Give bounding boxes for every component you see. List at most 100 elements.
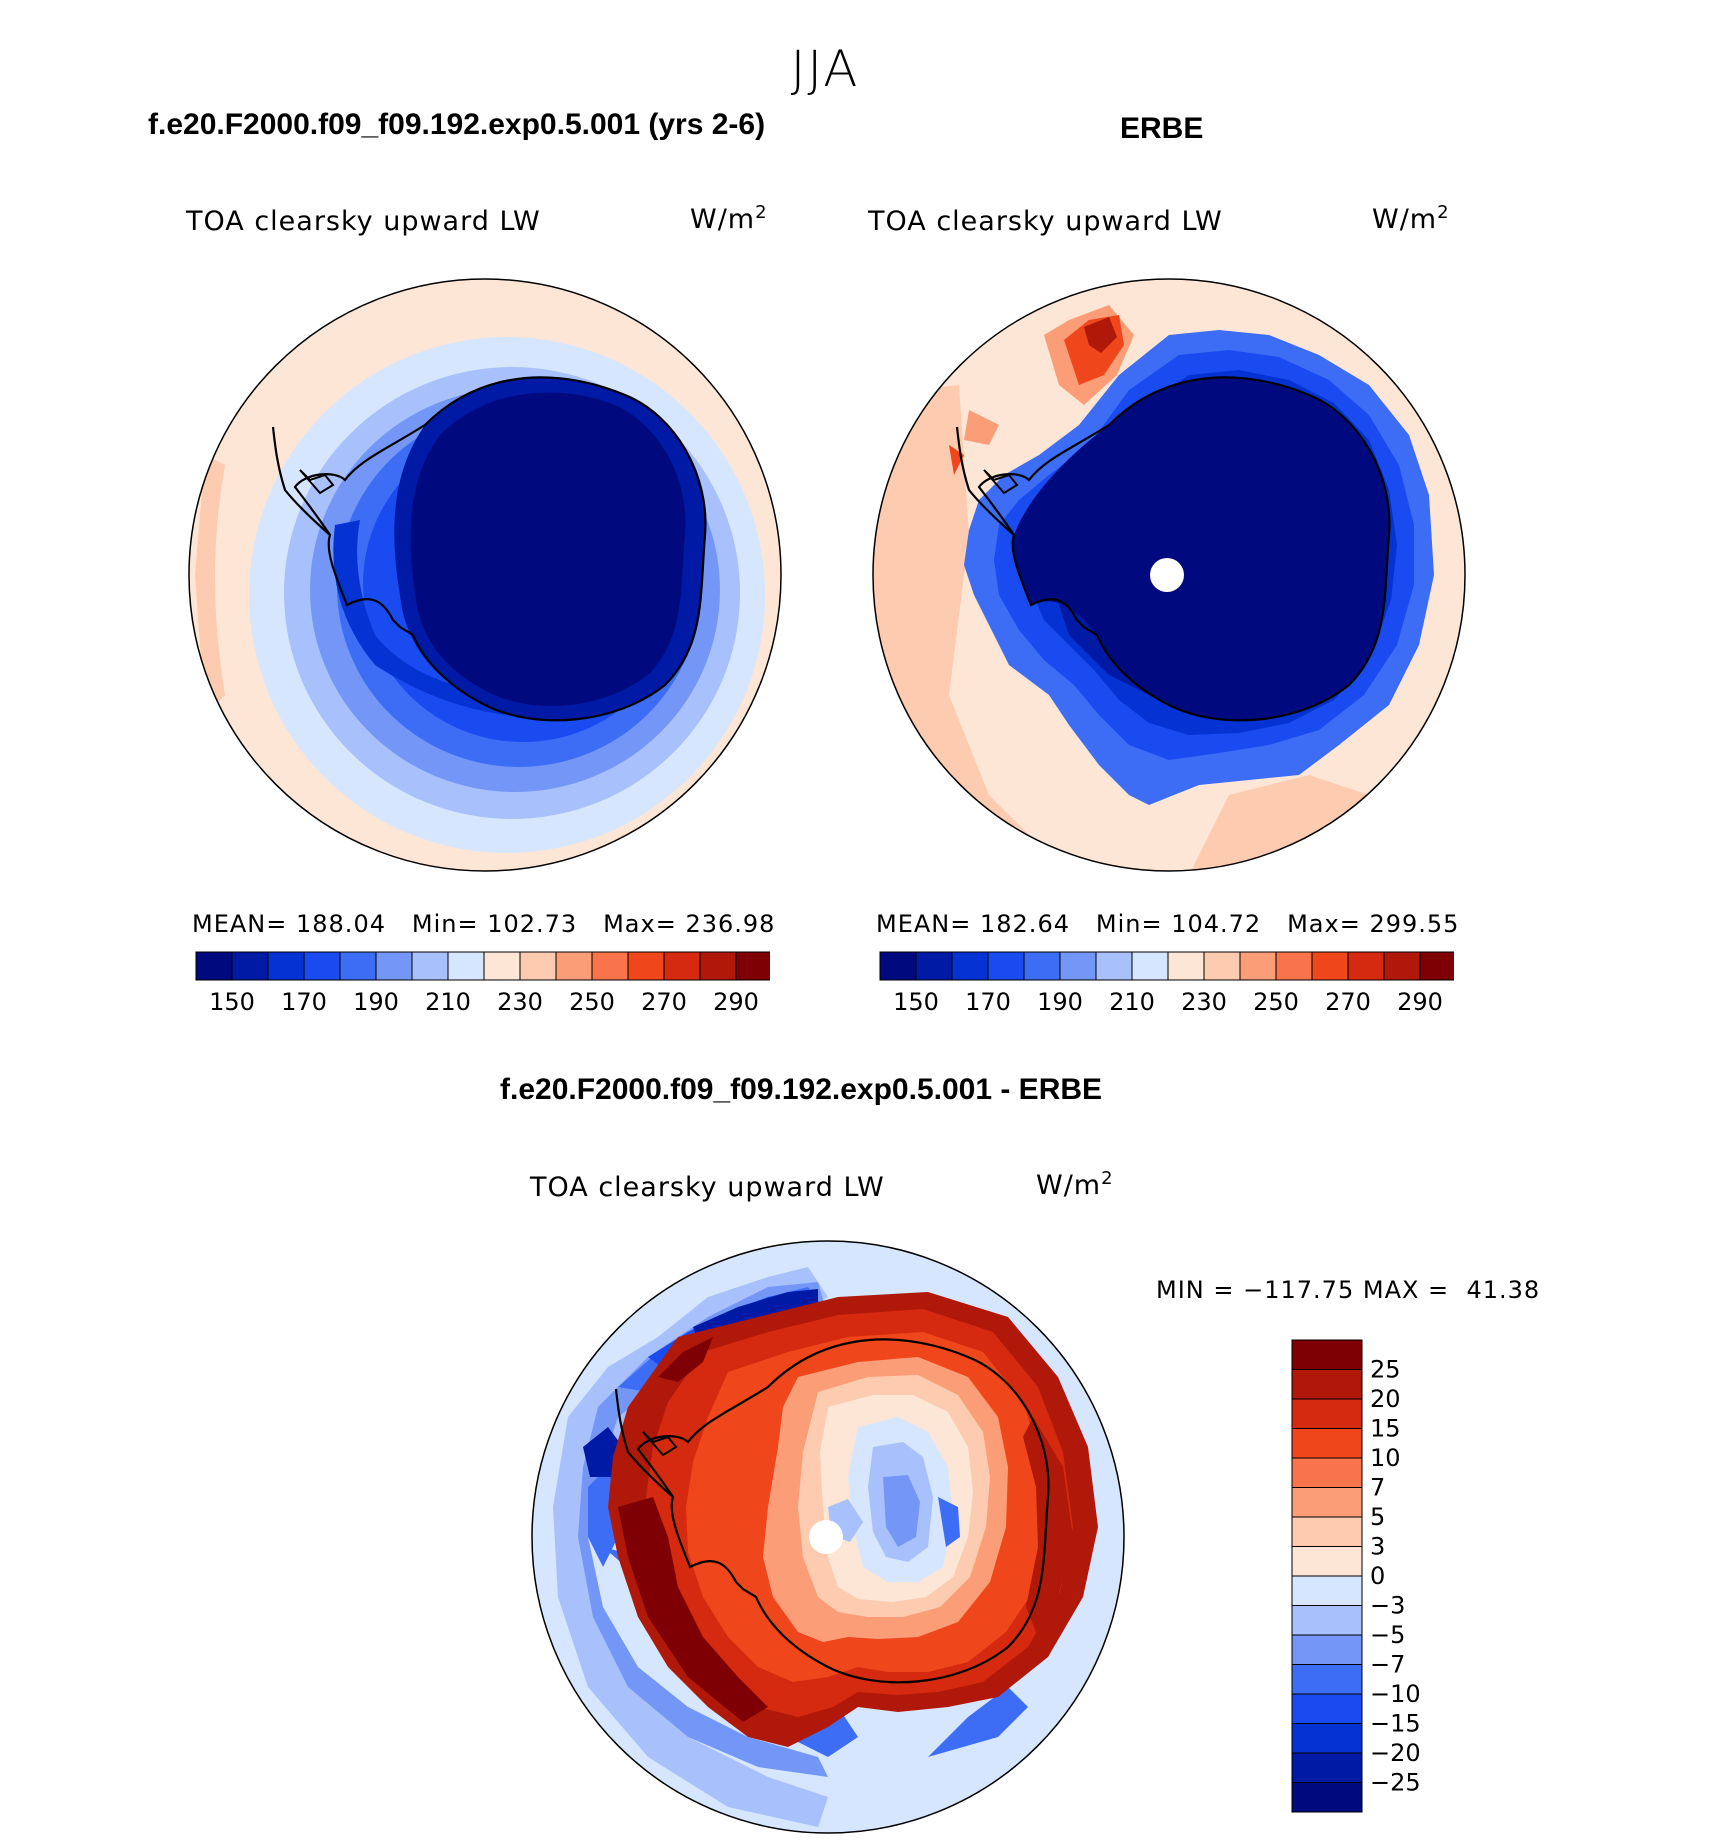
model-colorbar-tick-label: 250 (569, 988, 615, 1016)
units-exponent: 2 (755, 202, 768, 223)
diff-colorbar-swatch (1291, 1575, 1363, 1606)
obs-max-label: Max= (1287, 910, 1361, 938)
diff-colorbar-swatch (1291, 1369, 1363, 1400)
obs-colorbar-swatch (879, 951, 917, 981)
obs-polar-map (872, 278, 1466, 872)
obs-min-label: Min= (1095, 910, 1163, 938)
diff-colorbar-tick-label: 5 (1370, 1503, 1385, 1531)
obs-min-value: 104.72 (1171, 910, 1262, 938)
obs-colorbar-tick-label: 190 (1037, 988, 1083, 1016)
units-base: W/m (1036, 1170, 1102, 1201)
obs-mean-value: 182.64 (980, 910, 1070, 938)
model-colorbar-swatch (195, 951, 233, 981)
obs-stats: MEAN= 182.64 Min= 104.72 Max= 299.55 (876, 910, 1459, 938)
model-colorbar-swatch (339, 951, 377, 981)
diff-colorbar-swatch (1291, 1723, 1363, 1754)
diff-colorbar-tick-label: 3 (1370, 1533, 1385, 1561)
diff-colorbar-swatch (1291, 1428, 1363, 1459)
obs-colorbar-swatch (1203, 951, 1241, 981)
model-colorbar-swatch (555, 951, 593, 981)
obs-colorbar-swatch (915, 951, 953, 981)
obs-colorbar-swatch (1311, 951, 1349, 981)
model-colorbar-swatch (519, 951, 557, 981)
diff-colorbar-tick-label: −7 (1370, 1651, 1405, 1679)
diff-colorbar-swatch (1291, 1487, 1363, 1518)
obs-pole-hole (1150, 558, 1184, 592)
model-polar-map (188, 278, 782, 872)
obs-map-border (872, 278, 1466, 872)
obs-variable-label: TOA clearsky upward LW (868, 206, 1223, 237)
diff-colorbar-swatch (1291, 1339, 1363, 1370)
obs-colorbar-tick-label: 150 (893, 988, 939, 1016)
diff-colorbar-tick-label: −20 (1370, 1739, 1421, 1767)
diff-min-label: MIN = (1156, 1276, 1235, 1304)
model-colorbar-swatch (591, 951, 629, 981)
model-colorbar-tick-label: 270 (641, 988, 687, 1016)
diff-min-value: −117.75 (1243, 1276, 1355, 1304)
model-variable-label: TOA clearsky upward LW (186, 206, 541, 237)
model-colorbar-tick-label: 210 (425, 988, 471, 1016)
model-colorbar-swatch (627, 951, 665, 981)
antarctica-coastline (293, 376, 707, 722)
diff-colorbar-tick-label: 0 (1370, 1562, 1385, 1590)
diff-pole-hole (809, 1520, 843, 1554)
obs-colorbar-swatch (987, 951, 1025, 981)
model-colorbar-tick-label: 230 (497, 988, 543, 1016)
model-colorbar-swatch (447, 951, 485, 981)
diff-colorbar-tick-label: −3 (1370, 1592, 1405, 1620)
model-colorbar-swatch (267, 951, 305, 981)
obs-units-label: W/m2 (1372, 202, 1450, 235)
diff-colorbar-swatch (1291, 1546, 1363, 1577)
model-colorbar-swatch (411, 951, 449, 981)
diff-colorbar-swatch (1291, 1398, 1363, 1429)
units-base: W/m (1372, 204, 1438, 235)
diff-variable-label: TOA clearsky upward LW (530, 1172, 885, 1203)
model-colorbar-swatch (483, 951, 521, 981)
obs-colorbar-tick-label: 170 (965, 988, 1011, 1016)
model-mean-label: MEAN= (192, 910, 288, 938)
model-colorbar: 150 170 190 210 230 250 270 290 (195, 951, 770, 1016)
obs-colorbar-swatch (1059, 951, 1097, 981)
model-min-label: Min= (411, 910, 479, 938)
obs-panel-title: ERBE (1120, 112, 1204, 145)
antarctica-coastline (636, 1338, 1050, 1684)
model-colorbar-swatch (699, 951, 737, 981)
diff-colorbar-swatch (1291, 1605, 1363, 1636)
obs-colorbar-swatch (1023, 951, 1061, 981)
diff-colorbar-tick-label: 20 (1370, 1385, 1401, 1413)
obs-colorbar-tick-label: 270 (1325, 988, 1371, 1016)
antarctica-coastline (977, 376, 1391, 722)
diff-max-label: MAX = (1362, 1276, 1450, 1304)
diff-colorbar-swatch (1291, 1664, 1363, 1695)
units-base: W/m (690, 204, 756, 235)
diff-colorbar-tick-label: 10 (1370, 1444, 1401, 1472)
diff-colorbar-tick-label: −5 (1370, 1621, 1405, 1649)
diff-colorbar-swatch (1291, 1693, 1363, 1724)
units-exponent: 2 (1437, 202, 1450, 223)
obs-colorbar-swatch (1275, 951, 1313, 981)
model-units-label: W/m2 (690, 202, 768, 235)
obs-colorbar: 150 170 190 210 230 250 270 290 (879, 951, 1454, 1016)
model-colorbar-swatch (231, 951, 269, 981)
diff-colorbar-swatch (1291, 1457, 1363, 1488)
obs-colorbar-swatch (1167, 951, 1205, 981)
obs-colorbar-swatch (1383, 951, 1421, 981)
obs-mean-label: MEAN= (876, 910, 972, 938)
model-colorbar-tick-label: 190 (353, 988, 399, 1016)
obs-colorbar-swatch (1239, 951, 1277, 981)
model-colorbar-swatch (663, 951, 701, 981)
model-colorbar-tick-label: 150 (209, 988, 255, 1016)
obs-colorbar-tick-label: 210 (1109, 988, 1155, 1016)
model-colorbar-tick-label: 170 (281, 988, 327, 1016)
diff-colorbar-tick-label: 15 (1370, 1415, 1401, 1443)
model-colorbar-swatch (303, 951, 341, 981)
model-stats: MEAN= 188.04 Min= 102.73 Max= 236.98 (192, 910, 775, 938)
diff-panel-title: f.e20.F2000.f09_f09.192.exp0.5.001 - ERB… (500, 1073, 1103, 1106)
obs-colorbar-tick-label: 250 (1253, 988, 1299, 1016)
obs-colorbar-tick-label: 230 (1181, 988, 1227, 1016)
diff-colorbar-swatch (1291, 1516, 1363, 1547)
model-colorbar-swatch (375, 951, 413, 981)
diff-map-border (531, 1240, 1125, 1834)
obs-max-value: 299.55 (1369, 910, 1460, 938)
